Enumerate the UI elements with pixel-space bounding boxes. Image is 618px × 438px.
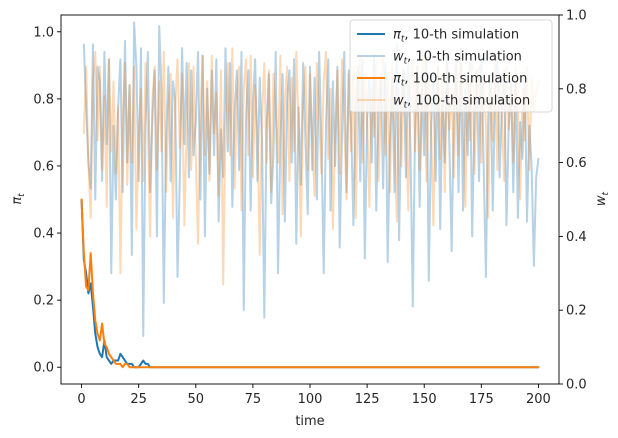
left-y-axis-label: πt [10, 193, 27, 205]
left-y-tick-label-5: 1.0 [33, 25, 54, 40]
series-layer [80, 21, 540, 369]
left-y-tick-label-2: 0.4 [33, 227, 54, 242]
left-y-tick-label-0: 0.0 [33, 361, 54, 376]
series-line-2 [82, 21, 540, 338]
left-y-tick-label-4: 0.8 [33, 92, 54, 107]
x-tick-label-4: 100 [298, 392, 323, 407]
right-y-tick-label-2: 0.4 [566, 230, 587, 245]
right-y-tick-label-4: 0.8 [566, 82, 587, 97]
left-y-tick-label-1: 0.2 [33, 294, 54, 309]
legend-box [349, 19, 553, 113]
x-tick-label-5: 125 [355, 392, 380, 407]
legend-label-3: πt, 100-th simulation [393, 72, 527, 89]
x-tick-label-0: 0 [77, 392, 85, 407]
right-y-tick-label-1: 0.2 [566, 304, 587, 319]
right-y-tick-label-3: 0.6 [566, 156, 587, 171]
x-tick-label-6: 150 [412, 392, 437, 407]
legend-label-4: wt, 100-th simulation [393, 94, 530, 111]
x-axis-label: time [295, 414, 324, 429]
right-y-tick-label-5: 1.0 [566, 9, 587, 24]
axis-layer: 0 25 50 75 100 125 150 175 200 0.0 0.2 0.4 0.6 0.8 1.0… [33, 9, 586, 408]
x-tick-label-3: 75 [245, 392, 262, 407]
right-y-tick-label-0: 0.0 [566, 378, 587, 393]
x-tick-label-8: 200 [526, 392, 551, 407]
series-line-3 [80, 198, 540, 369]
x-tick-label-1: 25 [130, 392, 147, 407]
left-y-tick-label-3: 0.6 [33, 159, 54, 174]
x-tick-label-2: 50 [188, 392, 205, 407]
legend-label-2: wt, 10-th simulation [393, 50, 522, 67]
series-line-1 [80, 198, 540, 369]
legend: πt, 10-th simulation wt, 10-th simulation… [349, 19, 553, 113]
x-tick-label-7: 175 [469, 392, 494, 407]
legend-label-1: πt, 10-th simulation [393, 28, 519, 45]
right-y-axis-label: wt [594, 191, 611, 206]
